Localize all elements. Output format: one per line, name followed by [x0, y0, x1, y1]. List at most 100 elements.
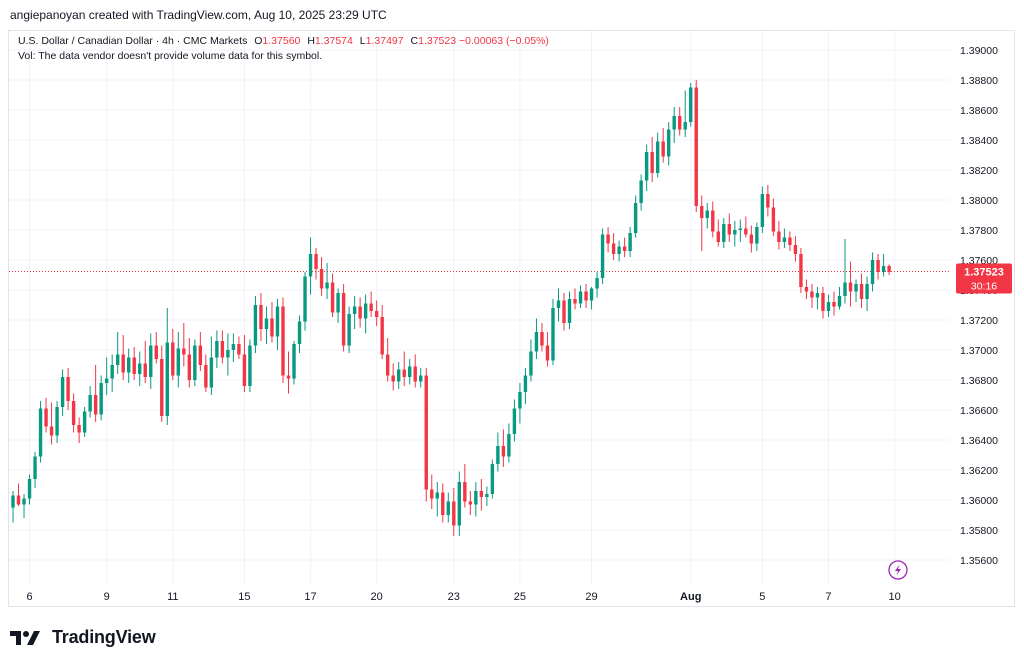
- candle-body: [358, 306, 362, 319]
- candle-body: [512, 408, 517, 434]
- candle-body: [292, 344, 296, 379]
- candle-body: [529, 351, 533, 376]
- candle-body: [837, 296, 842, 307]
- candle-up: [99, 375, 103, 421]
- candle-up: [496, 432, 500, 472]
- candle-up: [435, 482, 439, 517]
- price-tick-label: 1.38000: [960, 195, 998, 207]
- candle-body: [115, 354, 120, 365]
- candle-body: [187, 354, 192, 380]
- flash-icon[interactable]: [888, 560, 908, 580]
- candle-down: [821, 287, 825, 319]
- price-tag-box: [956, 263, 1012, 294]
- candle-up: [297, 315, 302, 353]
- price-tick-label: 1.38800: [960, 75, 998, 87]
- candle-body: [705, 210, 709, 218]
- candle-down: [198, 332, 203, 371]
- candle-body: [551, 308, 555, 361]
- candle-up: [881, 254, 886, 277]
- candle-down: [66, 368, 70, 410]
- candle-down: [220, 330, 225, 364]
- candle-up: [264, 306, 269, 344]
- legend-ohlc-row: U.S. Dollar / Canadian Dollar · 4h · CMC…: [18, 34, 549, 49]
- candle-body: [27, 479, 32, 499]
- candle-body: [55, 407, 59, 436]
- tradingview-logo[interactable]: TradingView: [10, 627, 156, 648]
- candle-up: [600, 228, 605, 284]
- candle-body: [143, 363, 147, 377]
- candle-up: [655, 132, 660, 178]
- candle-down: [744, 216, 748, 238]
- candle-up: [782, 228, 787, 248]
- candle-up: [226, 333, 230, 376]
- candle-down: [93, 365, 98, 422]
- candle-body: [93, 395, 98, 415]
- candle-body: [782, 237, 787, 242]
- candle-up: [551, 299, 555, 365]
- candle-up: [149, 333, 153, 389]
- candle-body: [60, 377, 65, 407]
- price-tick-label: 1.35800: [960, 525, 998, 537]
- candle-body: [374, 311, 379, 317]
- candle-body: [49, 426, 54, 436]
- price-tick-label: 1.37800: [960, 225, 998, 237]
- candle-up: [308, 237, 313, 295]
- candle-body: [171, 342, 175, 376]
- candle-down: [237, 336, 241, 359]
- candle-body: [182, 348, 186, 355]
- candle-body: [870, 260, 875, 284]
- candle-up: [88, 386, 92, 418]
- change-value: −0.00063 (−0.05%): [459, 35, 549, 47]
- candle-body: [633, 203, 638, 233]
- candle-up: [733, 221, 737, 247]
- candle-body: [611, 243, 616, 254]
- candle-body: [138, 363, 142, 374]
- candle-body: [341, 293, 346, 346]
- candle-body: [419, 375, 423, 382]
- candle-body: [275, 306, 280, 337]
- price-axis: 1.39000 1.38800 1.38600 1.38400 1.38200 1.380…: [960, 45, 998, 567]
- candle-body: [413, 366, 417, 382]
- candle-down: [661, 128, 665, 163]
- candle-body: [600, 234, 605, 278]
- candle-body: [617, 246, 621, 254]
- candle-body: [430, 489, 434, 499]
- candle-body: [799, 254, 803, 287]
- candle-up: [408, 359, 412, 385]
- candle-up: [490, 459, 495, 499]
- candle-down: [16, 483, 21, 506]
- candle-body: [220, 341, 225, 358]
- candle-body: [352, 306, 357, 314]
- candle-body: [523, 375, 528, 392]
- candle-body: [463, 482, 467, 502]
- candle-body: [380, 317, 384, 355]
- candle-body: [446, 501, 450, 515]
- candle-down: [788, 231, 792, 251]
- close-label: C: [410, 35, 419, 47]
- candle-down: [44, 398, 48, 433]
- candle-body: [308, 254, 313, 277]
- candle-down: [562, 293, 566, 331]
- candle-body: [832, 302, 836, 307]
- candle-body: [435, 492, 439, 499]
- candle-body: [567, 299, 572, 323]
- volume-note: Vol: The data vendor doesn't provide vol…: [18, 50, 323, 62]
- candle-body: [149, 345, 153, 377]
- candle-body: [666, 129, 671, 157]
- candle-body: [700, 206, 704, 218]
- candle-up: [722, 218, 726, 248]
- time-tick-label: 10: [888, 591, 900, 603]
- candle-body: [606, 234, 610, 244]
- candle-body: [132, 357, 136, 374]
- candle-up: [347, 306, 351, 353]
- candle-up: [104, 357, 109, 395]
- price-tick-label: 1.35600: [960, 555, 998, 567]
- candle-down: [848, 261, 853, 307]
- candle-body: [160, 359, 164, 416]
- candle-down: [793, 236, 798, 262]
- candle-up: [826, 294, 831, 317]
- candle-up: [22, 494, 26, 518]
- time-tick-label: 5: [759, 591, 765, 603]
- price-tick-label: 1.38400: [960, 135, 998, 147]
